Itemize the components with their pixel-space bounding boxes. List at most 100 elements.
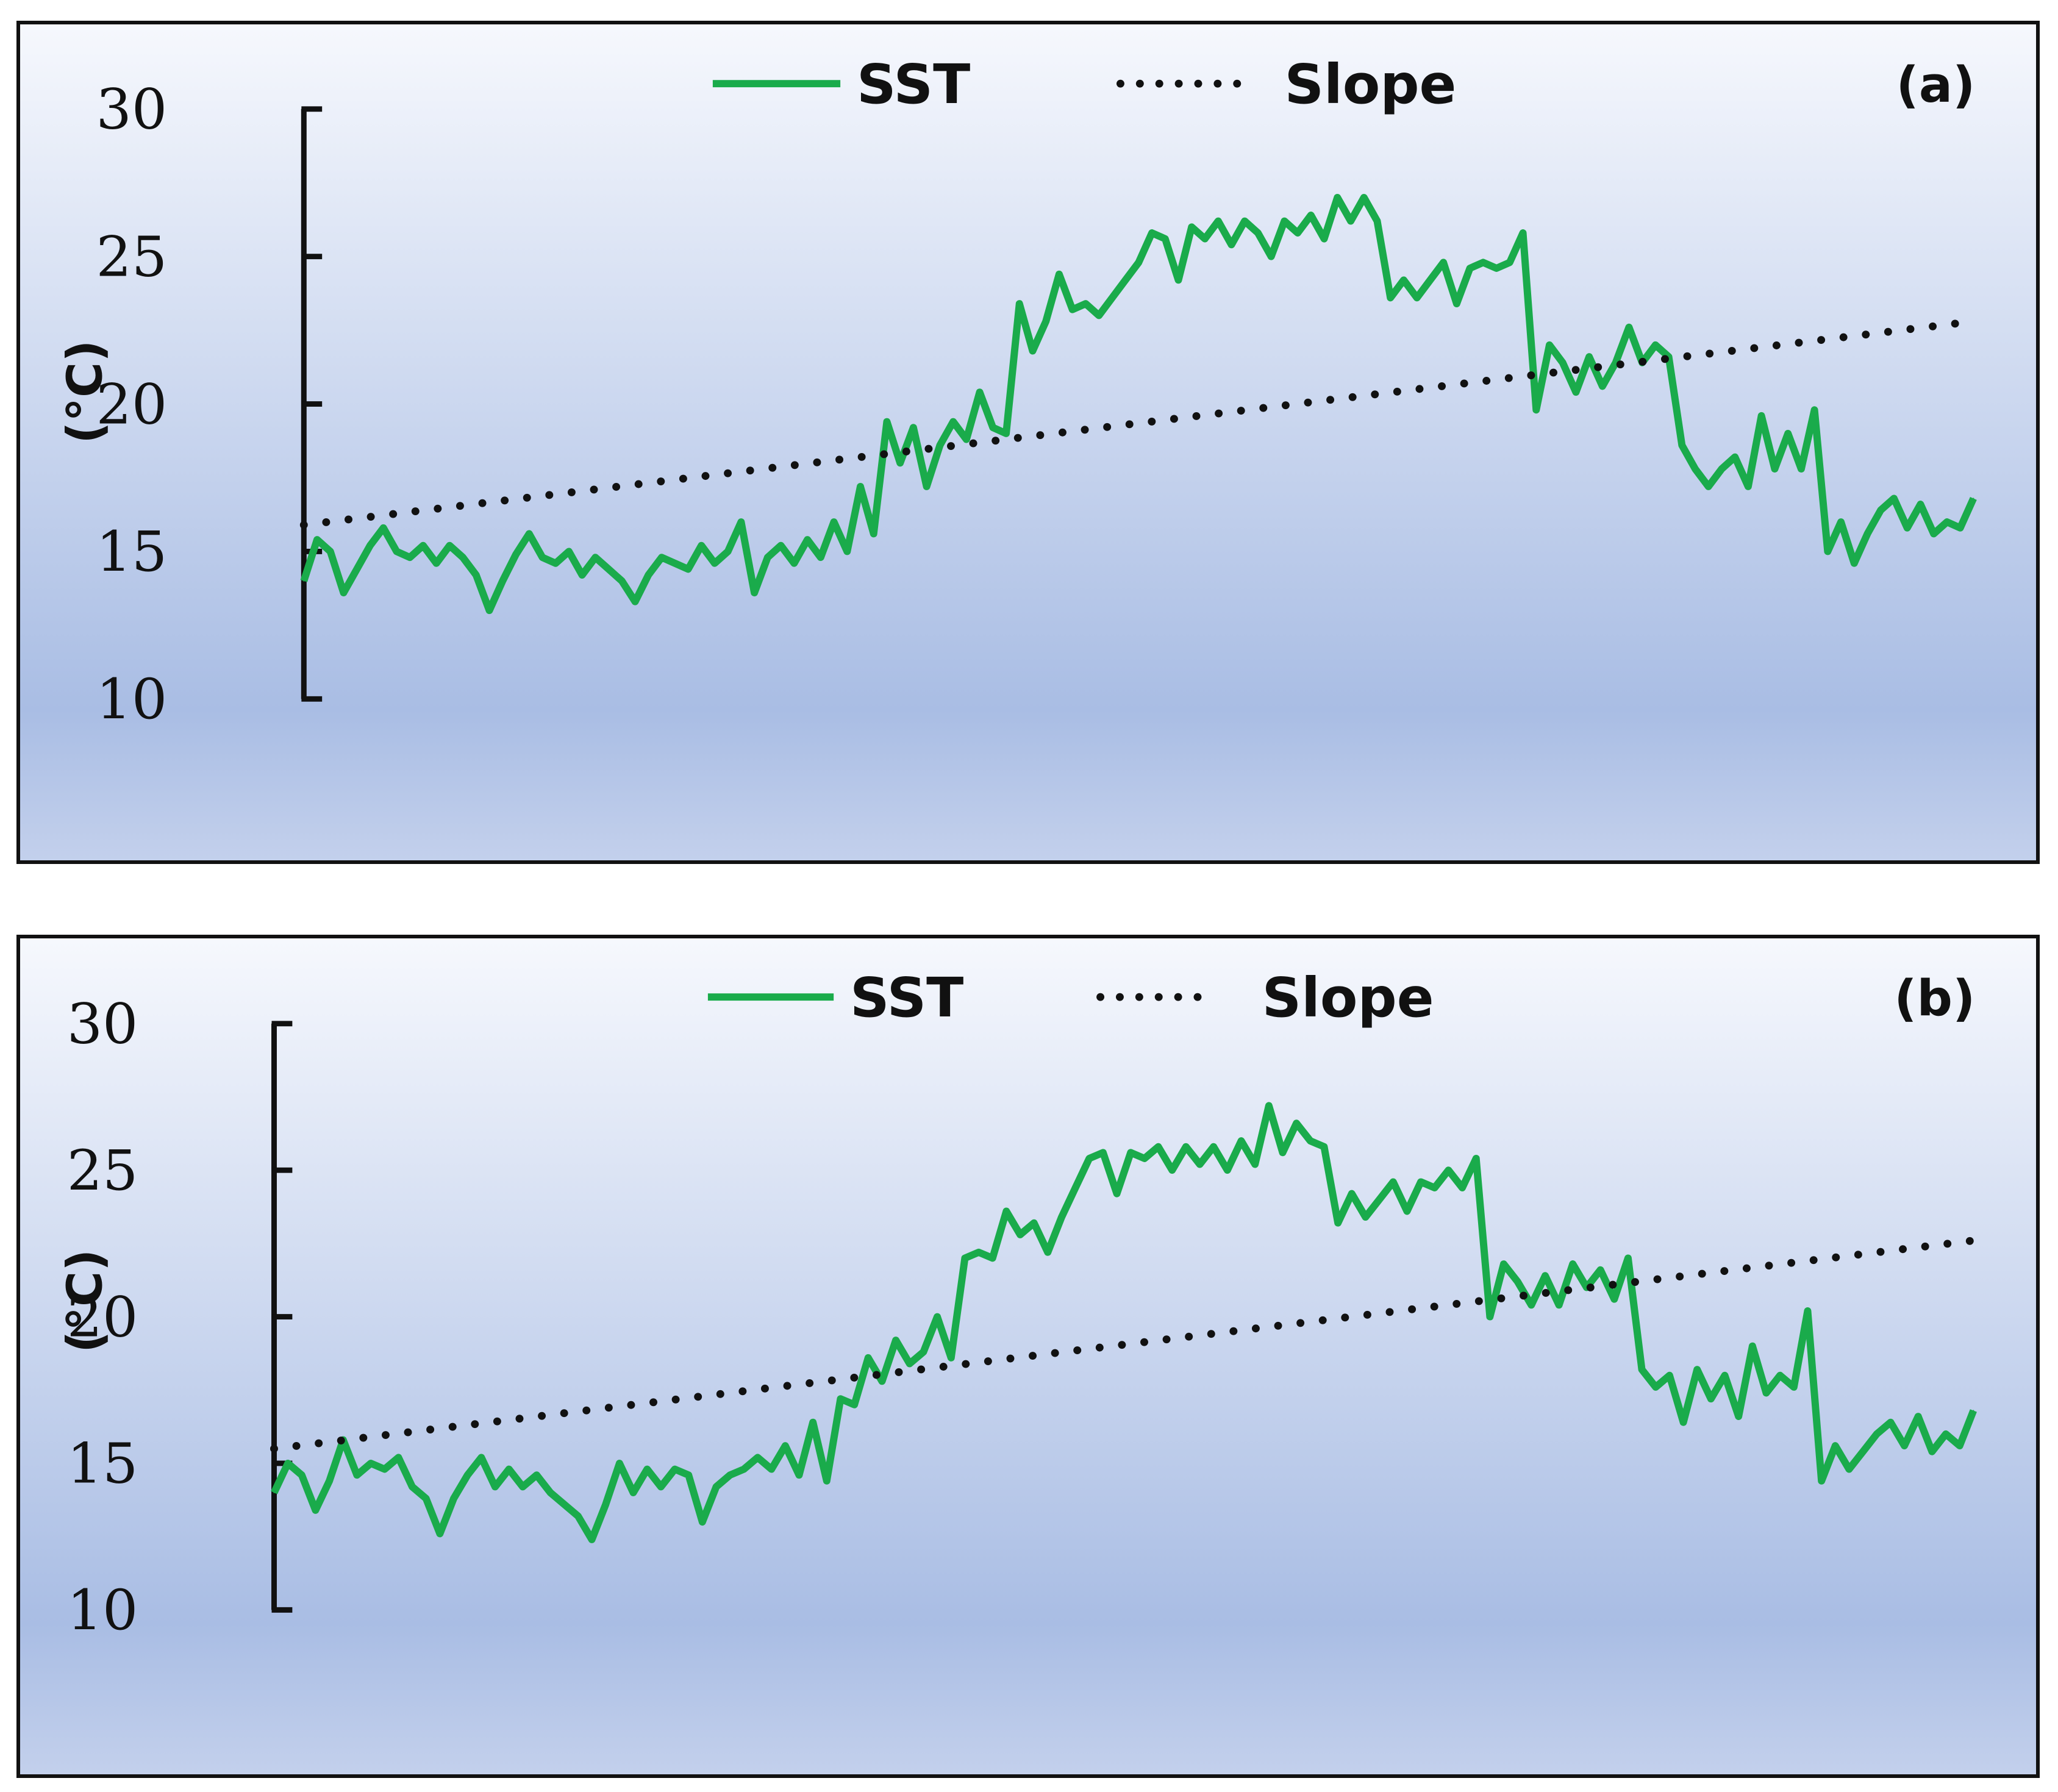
sst-point: [568, 551, 570, 552]
sst-point: [899, 462, 901, 464]
sst-point: [1124, 279, 1126, 281]
sst-point: [1876, 1433, 1878, 1435]
sst-point: [1572, 1263, 1574, 1265]
y-tick-label: 20: [96, 371, 168, 437]
sst-point: [1469, 268, 1471, 269]
sst-point: [1920, 504, 1921, 505]
sst-point: [1323, 238, 1325, 240]
sst-point: [475, 574, 477, 576]
sst-point: [1061, 1216, 1062, 1218]
sst-point: [1827, 551, 1829, 552]
sst-point: [1102, 1152, 1104, 1154]
y-tick-label: 30: [96, 77, 168, 142]
sst-point: [1747, 485, 1749, 487]
sst-point: [382, 527, 384, 529]
sst-point: [674, 1468, 676, 1470]
sst-point: [1244, 220, 1246, 222]
sst-point: [508, 1468, 510, 1470]
sst-point: [634, 601, 636, 602]
sst-point: [1226, 1169, 1228, 1171]
sst-point: [1682, 1421, 1684, 1423]
sst-point: [1074, 1187, 1076, 1189]
sst-point: [1045, 321, 1047, 323]
sst-point: [1890, 1421, 1892, 1423]
sst-point: [1213, 1146, 1215, 1148]
sst-point: [1231, 244, 1232, 246]
sst-point: [1365, 1216, 1367, 1218]
sst-point: [1522, 232, 1524, 234]
sst-point: [384, 1468, 385, 1470]
sst-point: [315, 1509, 316, 1511]
sst-point: [1531, 1304, 1532, 1306]
sst-point: [1917, 1416, 1919, 1418]
sst-point: [1337, 1222, 1339, 1224]
y-tick-label: 10: [67, 1577, 138, 1643]
sst-point: [329, 1480, 330, 1482]
sst-point: [1545, 1275, 1546, 1277]
sst-point: [1945, 1433, 1947, 1435]
sst-point: [555, 562, 557, 564]
sst-point: [1707, 485, 1709, 487]
sst-point: [1191, 226, 1193, 228]
sst-point: [1116, 1193, 1118, 1194]
sst-point: [1906, 527, 1908, 529]
sst-point: [370, 1462, 372, 1464]
sst-point: [701, 1521, 703, 1523]
sst-point: [1779, 1374, 1781, 1376]
sst-point: [1406, 1210, 1408, 1212]
sst-point: [396, 551, 398, 552]
sst-point: [740, 521, 742, 523]
sst-point: [1668, 356, 1670, 358]
sst-point: [873, 533, 874, 535]
legend-slope-label: Slope: [1284, 53, 1456, 116]
sst-point: [1853, 562, 1855, 564]
sst-point: [1738, 1416, 1740, 1418]
sst-point: [1517, 1280, 1518, 1282]
sst-point: [937, 1316, 938, 1318]
slope-line: [270, 1237, 1978, 1453]
sst-point: [1787, 432, 1789, 434]
sst-point: [965, 438, 967, 440]
sst-point: [329, 551, 331, 552]
sst-point: [729, 1474, 731, 1476]
sst-point: [435, 562, 437, 564]
y-tick-label: 30: [67, 991, 138, 1057]
sst-point: [674, 562, 676, 564]
sst-point: [1111, 297, 1113, 299]
sst-point: [356, 1474, 358, 1476]
sst-point: [1848, 1468, 1850, 1470]
chart-panel-b: 10 15 20 25 30 (°C) SST Slope (b): [16, 935, 2040, 1778]
sst-point: [1177, 279, 1179, 281]
sst-point: [1171, 1169, 1173, 1171]
sst-point: [528, 533, 530, 535]
sst-point: [1309, 1140, 1311, 1142]
sst-point: [462, 557, 464, 559]
sst-point: [1599, 1269, 1601, 1271]
sst-point: [992, 427, 994, 429]
sst-point: [784, 1445, 786, 1447]
sst-point: [1627, 1257, 1629, 1259]
chart-svg-b: 10 15 20 25 30 (°C) SST Slope (b): [20, 938, 2036, 1774]
sst-point: [1475, 1157, 1477, 1159]
y-tick-label: 15: [67, 1431, 138, 1496]
sst-point: [1420, 1181, 1422, 1183]
sst-point: [1151, 232, 1153, 234]
sst-point: [1562, 362, 1563, 363]
sst-point: [1946, 521, 1948, 523]
sst-point: [1130, 1152, 1132, 1154]
sst-point: [1867, 533, 1868, 535]
sst-point: [1138, 262, 1140, 263]
sst-point: [1800, 468, 1802, 470]
sst-point: [1734, 456, 1736, 458]
sst-point: [1018, 303, 1020, 305]
sst-point: [1337, 196, 1338, 198]
sst-point: [466, 1474, 468, 1476]
sst-point: [833, 521, 835, 523]
sst-point: [687, 568, 689, 570]
sst-point: [715, 1486, 717, 1488]
sst-point: [1628, 326, 1630, 328]
sst-point: [1655, 1386, 1657, 1388]
sst-point: [743, 1468, 745, 1470]
sst-point: [1098, 315, 1100, 316]
sst-point: [1535, 409, 1537, 411]
